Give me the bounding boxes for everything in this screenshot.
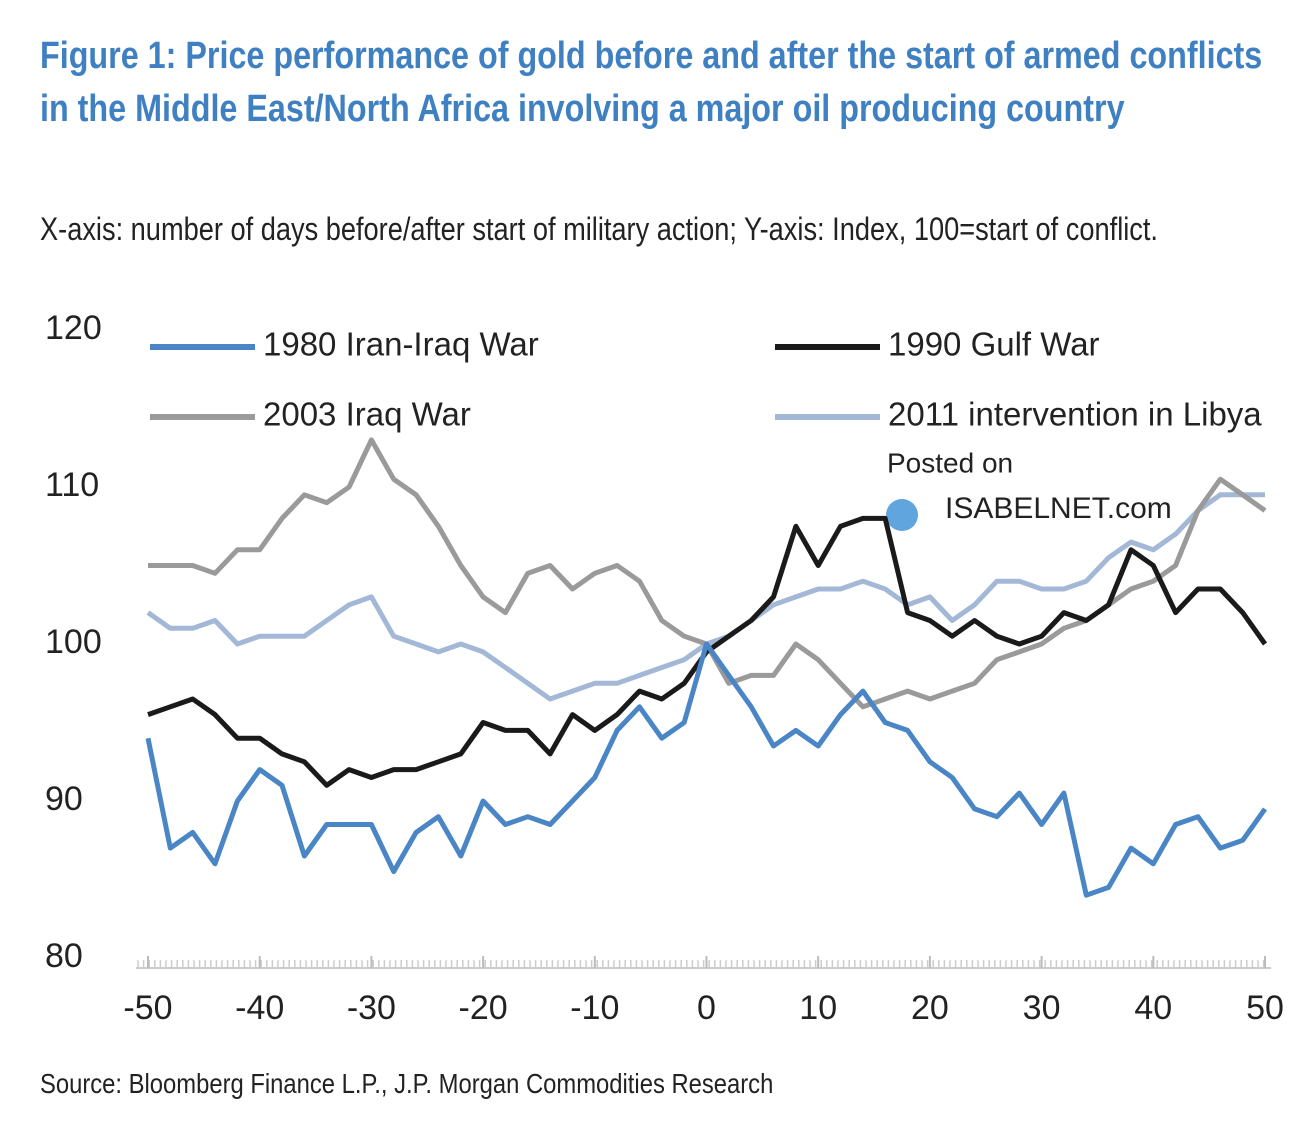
y-tick-label: 80 bbox=[45, 937, 83, 975]
legend-label: 1980 Iran-Iraq War bbox=[263, 326, 539, 363]
series-line bbox=[146, 492, 1265, 702]
legend-label: 2011 intervention in Libya bbox=[888, 396, 1262, 433]
x-tick-label: 0 bbox=[697, 989, 716, 1027]
source-note: Source: Bloomberg Finance L.P., J.P. Mor… bbox=[40, 1068, 774, 1099]
watermark: ISABELNET.com bbox=[945, 492, 1172, 525]
y-tick-label: 90 bbox=[45, 780, 83, 818]
x-tick-label: -40 bbox=[235, 989, 284, 1027]
x-tick-label: -30 bbox=[347, 989, 396, 1027]
x-tick-label: 10 bbox=[799, 989, 837, 1027]
chart-title: Figure 1: Price performance of gold befo… bbox=[40, 35, 1263, 130]
x-tick-label: -20 bbox=[459, 989, 508, 1027]
legend-label: 2003 Iraq War bbox=[263, 396, 471, 433]
y-tick-label: 120 bbox=[45, 309, 102, 347]
series-line bbox=[148, 437, 1267, 710]
x-tick-label: 20 bbox=[911, 989, 949, 1027]
chart: 80 90 100 110 120 -50 -40 -30 -20 -10 0 10 20 30 40 50 P… bbox=[45, 309, 1284, 1027]
x-tick-label: 50 bbox=[1246, 989, 1284, 1027]
legend-label: 1990 Gulf War bbox=[888, 326, 1100, 363]
y-tick-label: 100 bbox=[45, 623, 102, 661]
chart-subtitle: X-axis: number of days before/after star… bbox=[40, 211, 1158, 247]
x-tick-label: -10 bbox=[570, 989, 619, 1027]
x-tick-label: -50 bbox=[123, 989, 172, 1027]
y-tick-label: 110 bbox=[45, 466, 99, 504]
x-tick-label: 30 bbox=[1023, 989, 1061, 1027]
watermark: Posted on bbox=[887, 447, 1013, 478]
x-tick-label: 40 bbox=[1134, 989, 1172, 1027]
series-line bbox=[145, 641, 1268, 898]
watermark-logo bbox=[886, 499, 918, 531]
